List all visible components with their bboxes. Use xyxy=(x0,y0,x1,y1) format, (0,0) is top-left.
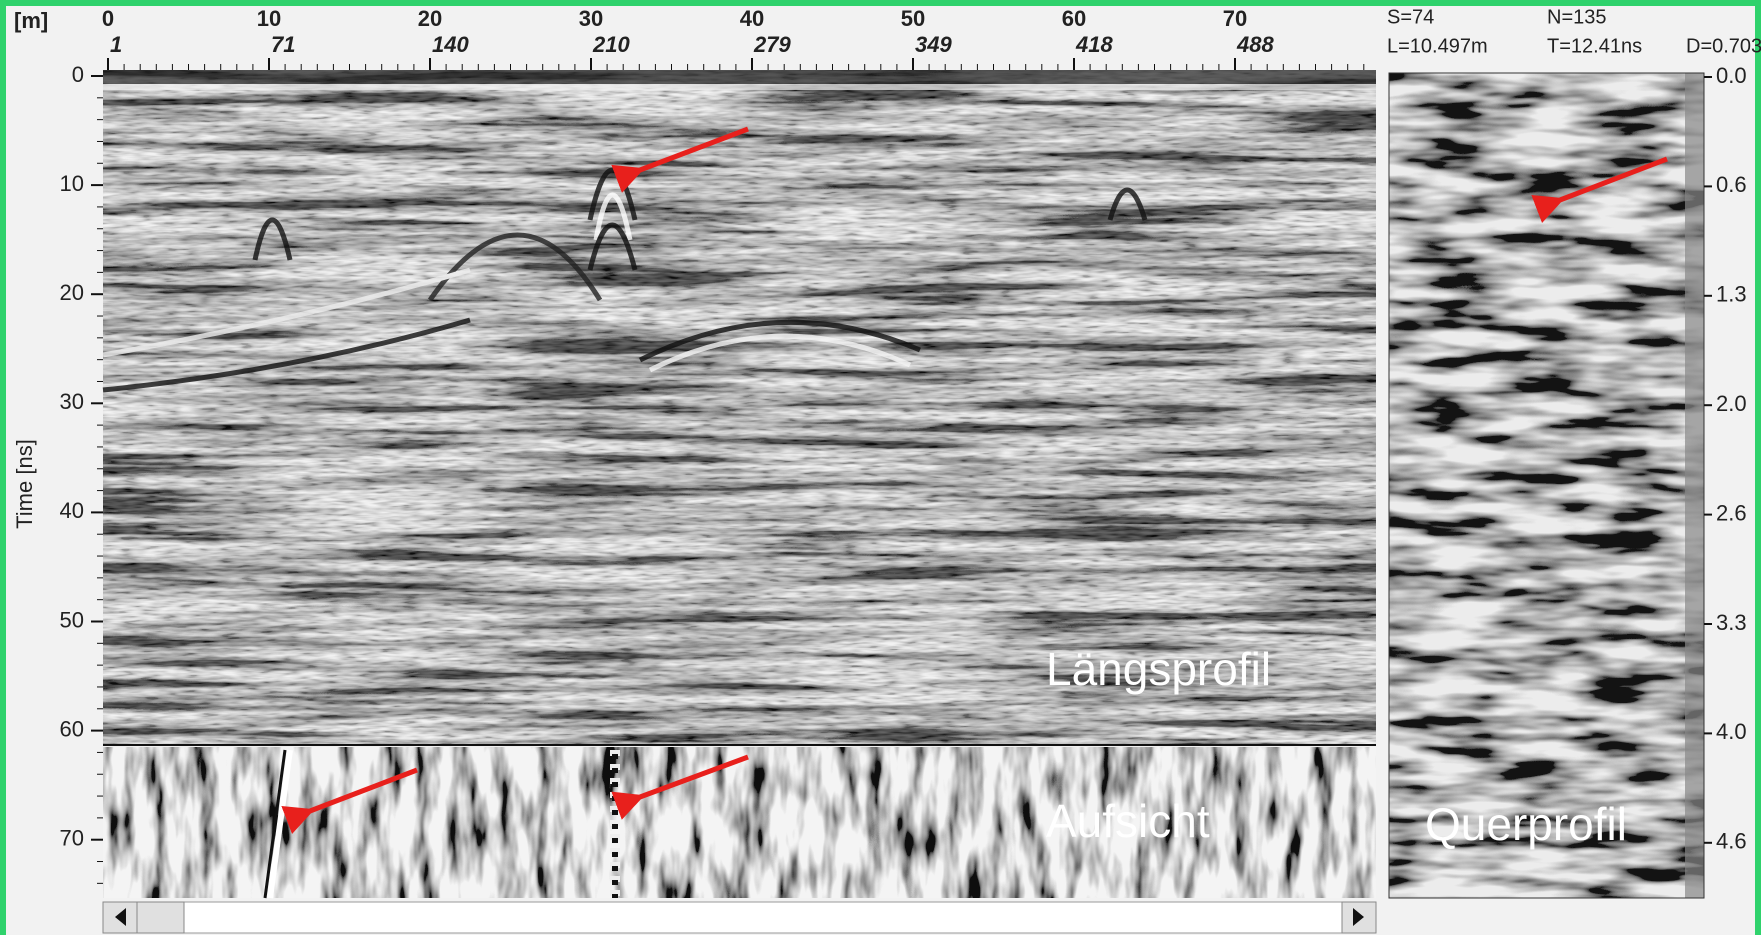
panel-label: Aufsicht xyxy=(1046,795,1210,847)
time-tick-label: 30 xyxy=(60,389,84,414)
time-tick-label: 60 xyxy=(60,716,84,741)
depth-tick-label: 1.3 xyxy=(1716,282,1747,307)
distance-tick-label: 40 xyxy=(740,6,764,31)
radar-window: Längsprofil Aufsicht Querprofil [m] S=74… xyxy=(0,0,1761,935)
info: T=12.41ns xyxy=(1547,35,1642,57)
info: N=135 xyxy=(1547,6,1607,28)
depth-tick-label: 4.6 xyxy=(1716,829,1747,854)
trace-tick-label: 71 xyxy=(271,32,295,57)
trace-tick-label: 349 xyxy=(915,32,952,57)
trace-tick-label: 1 xyxy=(110,32,122,57)
depth-tick-label: 0.0 xyxy=(1716,63,1747,88)
depth-tick-label: 2.6 xyxy=(1716,500,1747,525)
time-tick-label: 20 xyxy=(60,280,84,305)
time-tick-label: 40 xyxy=(60,498,84,523)
panel-label: Längsprofil xyxy=(1046,643,1271,695)
time-tick-label: 10 xyxy=(60,171,84,196)
depth-tick-label: 0.6 xyxy=(1716,172,1747,197)
info: S=74 xyxy=(1387,6,1434,28)
trace-tick-label: 418 xyxy=(1075,32,1113,57)
depth-tick-label: 3.3 xyxy=(1716,610,1747,635)
distance-tick-label: 70 xyxy=(1223,6,1247,31)
depth-tick-label: 2.0 xyxy=(1716,391,1747,416)
axis-title: Time [ns] xyxy=(12,439,37,529)
trace-tick-label: 488 xyxy=(1236,32,1274,57)
trace-tick-label: 210 xyxy=(592,32,630,57)
info: L=10.497m xyxy=(1387,35,1488,57)
time-tick-label: 50 xyxy=(60,607,84,632)
info: D=0.703 xyxy=(1686,35,1761,57)
depth-tick-label: 4.0 xyxy=(1716,719,1747,744)
distance-tick-label: 20 xyxy=(418,6,442,31)
panel-label: Querprofil xyxy=(1425,798,1627,850)
distance-tick-label: 50 xyxy=(901,6,925,31)
time-tick-label: 70 xyxy=(60,826,84,851)
scrollbar[interactable] xyxy=(103,902,1376,933)
distance-tick-label: 10 xyxy=(257,6,281,31)
trace-tick-label: 140 xyxy=(432,32,469,57)
distance-tick-label: 60 xyxy=(1062,6,1086,31)
unit-label: [m] xyxy=(14,8,48,33)
distance-tick-label: 30 xyxy=(579,6,603,31)
distance-tick-label: 0 xyxy=(102,6,114,31)
scroll-thumb[interactable] xyxy=(137,902,184,933)
time-tick-label: 0 xyxy=(72,62,84,87)
cross-profile xyxy=(1389,73,1704,898)
trace-tick-label: 279 xyxy=(753,32,791,57)
